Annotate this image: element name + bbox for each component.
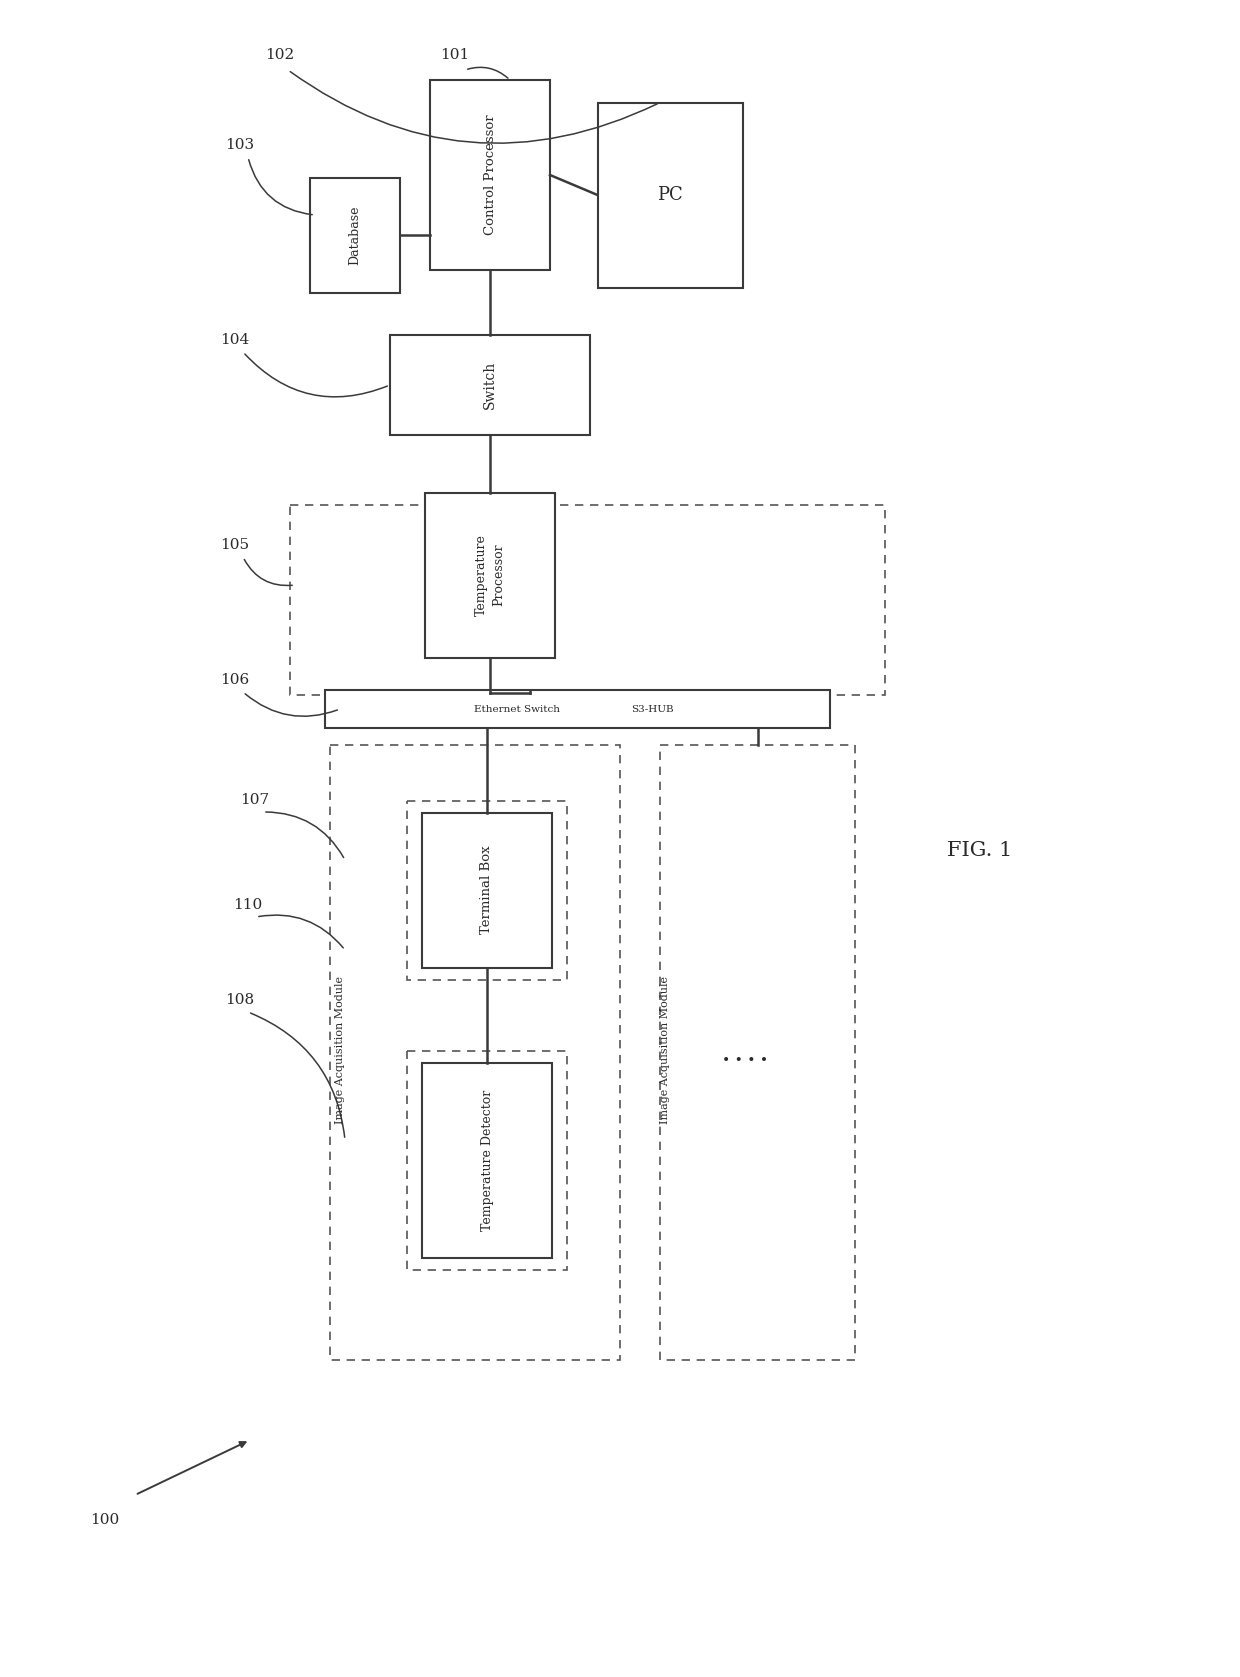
Text: Temperature Detector: Temperature Detector [481,1090,494,1231]
Text: FIG. 1: FIG. 1 [947,840,1013,860]
Text: Switch: Switch [484,361,497,409]
Bar [422,1063,552,1258]
Bar [407,1050,567,1269]
Text: 105: 105 [221,538,249,552]
Bar [422,812,552,968]
Text: 107: 107 [241,793,269,807]
Text: Image Acquisition Module: Image Acquisition Module [660,976,670,1124]
Bar [660,745,856,1360]
Text: Ethernet Switch: Ethernet Switch [475,704,560,713]
Text: 110: 110 [233,897,263,912]
Text: Control Processor: Control Processor [484,114,496,235]
Text: Database: Database [348,205,362,265]
Bar [425,493,556,657]
Bar [290,505,885,694]
Text: Image Acquisition Module: Image Acquisition Module [335,976,345,1124]
Bar [598,102,743,287]
Bar [407,800,567,979]
Text: S3-HUB: S3-HUB [631,704,673,713]
Bar [430,80,551,270]
Text: 106: 106 [221,672,249,688]
Bar [391,335,590,434]
Text: PC: PC [657,186,683,205]
Bar [310,178,401,292]
Text: 100: 100 [91,1513,119,1528]
Text: 102: 102 [265,49,295,62]
Bar [325,689,830,728]
Text: Terminal Box: Terminal Box [481,845,494,934]
Bar [330,745,620,1360]
Text: 104: 104 [221,334,249,347]
Text: 101: 101 [440,49,470,62]
Text: 108: 108 [226,993,254,1006]
Text: • • • •: • • • • [722,1053,768,1067]
Text: 103: 103 [226,138,254,153]
Text: Temperature
Processor: Temperature Processor [475,533,505,615]
